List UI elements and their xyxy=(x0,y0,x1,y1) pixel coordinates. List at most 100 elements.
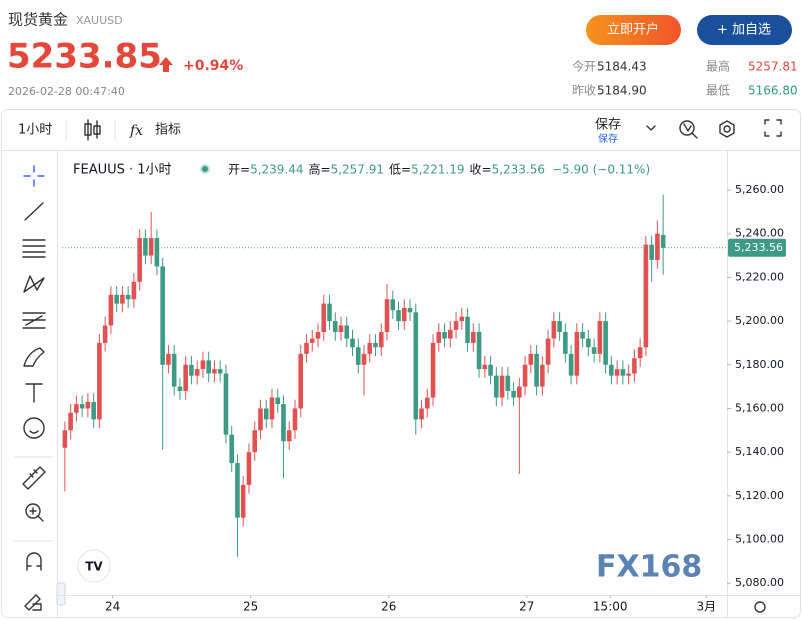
fx-icon[interactable]: fx xyxy=(129,123,143,139)
candle-body xyxy=(499,375,505,398)
candle-body xyxy=(298,353,304,409)
candle-body xyxy=(177,386,183,391)
chart-type-icon[interactable] xyxy=(84,119,101,141)
candle-body xyxy=(166,353,171,365)
candle-body xyxy=(114,294,119,304)
drawing-tools xyxy=(22,165,46,611)
collapse-handle[interactable] xyxy=(56,582,66,606)
candle-body xyxy=(534,353,539,387)
candle-body xyxy=(614,369,620,376)
candle-body xyxy=(563,331,568,354)
chart-title: FEAUUS · 1小时 xyxy=(73,163,172,178)
candle-body xyxy=(125,294,131,300)
candle-body xyxy=(471,331,476,343)
interval[interactable]: 1小时 xyxy=(18,123,52,138)
candle-body xyxy=(200,360,206,370)
stat-label: 最高 xyxy=(706,59,730,74)
open-account-label[interactable]: 立即开户 xyxy=(607,22,659,38)
fib-tool[interactable] xyxy=(22,239,46,258)
magnet-tool[interactable] xyxy=(26,552,42,571)
stat-value: 5166.80 xyxy=(748,84,798,98)
candle-body xyxy=(338,325,344,332)
candles xyxy=(62,194,666,557)
pattern-tool[interactable] xyxy=(23,275,45,293)
change: +0.94% xyxy=(183,58,243,74)
candle-body xyxy=(246,452,252,485)
watchlist-button[interactable] xyxy=(697,15,792,45)
candle-body xyxy=(517,386,522,398)
indicators[interactable]: 指标 xyxy=(155,123,181,138)
save-status: 保存 xyxy=(598,132,618,145)
candle-body xyxy=(586,338,591,348)
y-tick-label: 5,260.00 xyxy=(735,183,784,196)
candle-body xyxy=(321,303,327,332)
y-tick-label: 5,220.00 xyxy=(735,270,784,283)
crosshair-tool[interactable] xyxy=(23,165,45,187)
legend-label: 收= xyxy=(470,163,492,177)
axis-settings-icon[interactable] xyxy=(754,601,766,613)
instrument-symbol: XAUUSD xyxy=(76,14,123,27)
candle-body xyxy=(482,364,488,370)
legend-label: 开= xyxy=(228,163,250,177)
legend-label: 高= xyxy=(309,162,331,177)
fullscreen-icon[interactable] xyxy=(764,119,782,137)
ruler-tool[interactable] xyxy=(22,466,46,490)
settings-icon[interactable] xyxy=(719,120,735,138)
projection-tool[interactable] xyxy=(22,312,46,329)
emoji-tool[interactable] xyxy=(23,417,45,439)
candle-body xyxy=(620,369,626,376)
candle-body xyxy=(603,321,608,365)
candle-body xyxy=(626,373,631,376)
candle-body xyxy=(637,347,643,359)
zoom-tool[interactable] xyxy=(25,503,41,519)
candle-body xyxy=(281,404,286,442)
candle-body xyxy=(217,369,223,374)
legend-value: 5,239.44 xyxy=(250,163,303,177)
legend-value: 5,257.91 xyxy=(331,163,384,177)
chart-card xyxy=(1,109,801,618)
candle-body xyxy=(540,364,545,387)
text-tool[interactable] xyxy=(25,383,43,403)
x-tick-label: 27 xyxy=(519,600,534,614)
stat-value: 5184.90 xyxy=(597,84,647,98)
candle-body xyxy=(235,463,240,518)
candle-body xyxy=(327,303,332,322)
candle-body xyxy=(62,430,68,448)
x-tick-label: 26 xyxy=(381,600,396,614)
candle-body xyxy=(574,331,580,376)
candle-body xyxy=(609,364,614,376)
candle-body xyxy=(355,347,361,365)
lock-tool[interactable] xyxy=(24,594,42,611)
open-account-button[interactable] xyxy=(586,15,681,45)
candle-body xyxy=(304,342,309,354)
candle-body xyxy=(551,321,557,339)
watchlist-label[interactable]: + 加自选 xyxy=(717,23,771,38)
save[interactable]: 保存 xyxy=(595,118,621,133)
candle-body xyxy=(494,375,499,398)
legend-value: 5,221.19 xyxy=(411,163,464,177)
stat-label: 今开 xyxy=(572,59,596,74)
candle-body xyxy=(131,281,137,300)
snapshot-icon[interactable] xyxy=(679,120,698,139)
svg-text:TV: TV xyxy=(85,560,103,574)
candle-body xyxy=(528,353,534,365)
trendline-tool[interactable] xyxy=(24,202,44,221)
stat-label: 最低 xyxy=(706,84,730,98)
save-menu-chevron[interactable] xyxy=(646,125,656,131)
stat-value: 5184.43 xyxy=(597,60,647,74)
candle-body xyxy=(309,338,315,343)
emoji-smile xyxy=(29,430,39,434)
candle-body xyxy=(597,321,603,354)
candle-body xyxy=(275,397,281,405)
candle-body xyxy=(407,307,413,313)
brush-tool[interactable] xyxy=(23,347,45,367)
y-tick-label: 5,180.00 xyxy=(735,358,784,371)
candle-body xyxy=(378,331,384,348)
candle-body xyxy=(436,331,442,343)
candle-body xyxy=(154,238,160,267)
candle-body xyxy=(315,331,321,339)
candle-body xyxy=(189,364,194,376)
candle-body xyxy=(183,364,188,391)
